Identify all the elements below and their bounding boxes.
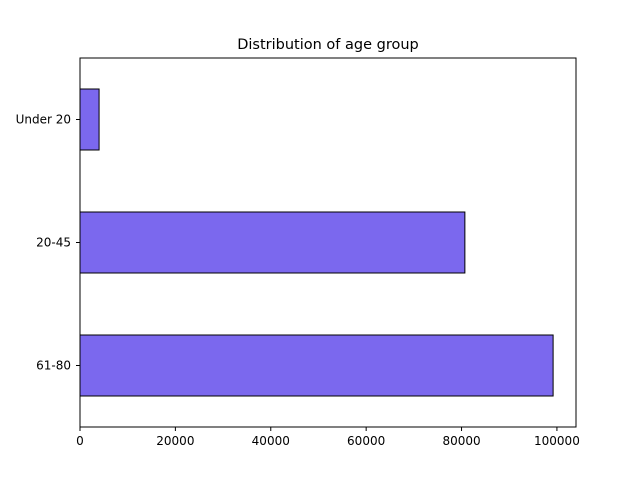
y-tick-label: 20-45 — [36, 236, 71, 250]
x-tick-label: 60000 — [347, 434, 385, 448]
bar-20-45 — [79, 211, 466, 274]
y-tick-label: Under 20 — [16, 113, 71, 127]
chart-title: Distribution of age group — [237, 37, 419, 53]
x-tick-label: 20000 — [156, 434, 194, 448]
x-tick-label: 40000 — [252, 434, 290, 448]
x-axis: 0 20000 40000 60000 80000 100000 — [76, 427, 580, 448]
bar-under-20 — [79, 88, 100, 151]
x-tick-label: 100000 — [534, 434, 580, 448]
x-tick-label: 0 — [76, 434, 84, 448]
y-axis: Under 20 20-45 61-80 — [16, 113, 80, 373]
bar-61-80 — [79, 334, 554, 397]
x-tick-label: 80000 — [442, 434, 480, 448]
y-tick-label: 61-80 — [36, 359, 71, 373]
bars-layer — [79, 88, 554, 397]
